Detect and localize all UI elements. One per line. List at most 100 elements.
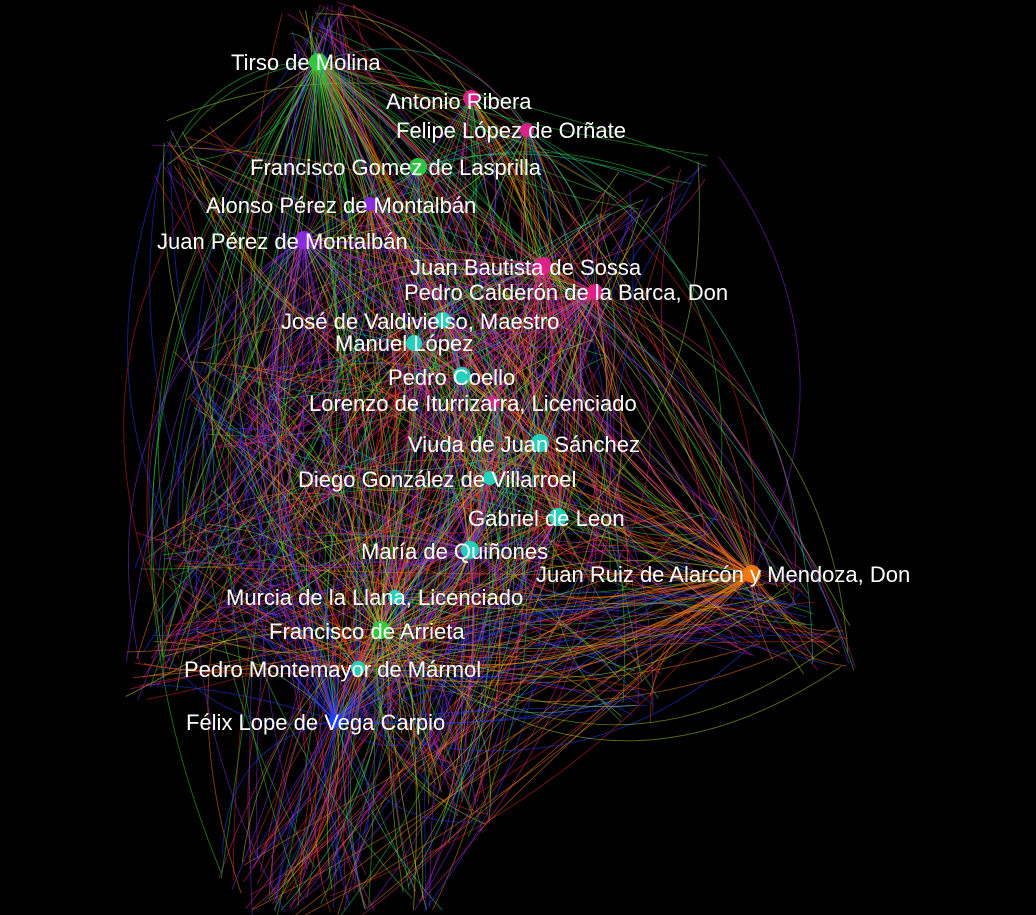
graph-edge	[594, 291, 856, 668]
graph-edge	[271, 239, 305, 513]
graph-edge	[330, 573, 753, 897]
graph-node-manuel[interactable]	[406, 335, 422, 351]
graph-node-alarcon[interactable]	[743, 565, 761, 583]
graph-edge	[264, 720, 337, 903]
graph-node-orinate[interactable]	[520, 123, 534, 137]
graph-node-gabriel[interactable]	[549, 508, 567, 526]
graph-edge	[167, 61, 319, 165]
graph-edge	[148, 239, 305, 567]
graph-edge	[357, 667, 453, 790]
graph-edge	[594, 291, 796, 605]
graph-node-sossa[interactable]	[534, 257, 552, 275]
graph-edge	[335, 720, 478, 823]
graph-edge	[276, 291, 596, 532]
graph-edge	[270, 532, 337, 722]
node-label-iturrizarra: Lorenzo de Iturrizarra, Licenciado	[309, 391, 637, 416]
graph-edge	[380, 629, 842, 742]
graph-edge	[432, 549, 485, 745]
graph-edge	[195, 156, 753, 575]
node-label-lope: Félix Lope de Vega Carpio	[186, 710, 445, 735]
graph-node-viuda[interactable]	[531, 434, 549, 452]
graph-edge	[335, 165, 700, 722]
graph-edge	[469, 549, 795, 631]
graph-node-lope[interactable]	[329, 714, 343, 728]
graph-edge	[166, 141, 753, 575]
node-label-manuel: Manuel López	[335, 331, 473, 356]
graph-edge	[229, 430, 359, 669]
graph-edge	[246, 581, 359, 669]
graph-edge	[595, 193, 753, 575]
graph-edge	[236, 363, 559, 518]
graph-edge	[751, 573, 848, 667]
graph-node-juanperez[interactable]	[295, 231, 313, 249]
graph-edge	[340, 11, 596, 293]
graph-edge	[357, 571, 783, 669]
graph-edge	[178, 164, 359, 669]
graph-edge	[285, 629, 385, 876]
graph-edge	[469, 97, 544, 267]
graph-edge	[317, 61, 517, 759]
node-label-tirso: Tirso de Molina	[231, 50, 381, 75]
node-label-orinate: Felipe López de Orñate	[396, 118, 626, 143]
graph-node-valdivielso[interactable]	[435, 312, 451, 328]
graph-edge	[515, 516, 559, 619]
graph-edge	[442, 319, 752, 633]
graph-edge	[146, 61, 319, 668]
graph-edge	[458, 375, 639, 704]
graph-node-quinones[interactable]	[461, 541, 479, 559]
graph-edge	[542, 191, 606, 267]
node-label-viuda: Viuda de Juan Sánchez	[408, 432, 640, 457]
graph-edge	[357, 667, 473, 812]
graph-edge	[335, 553, 600, 722]
graph-edge	[296, 532, 382, 631]
graph-node-tirso[interactable]	[309, 53, 327, 71]
graph-edge	[380, 161, 700, 631]
graph-node-arrieta[interactable]	[372, 621, 390, 639]
node-label-arrieta: Francisco de Arrieta	[269, 619, 465, 644]
graph-edge	[751, 573, 774, 661]
node-label-lasprilla: Francisco Gomez de Lasprilla	[250, 155, 542, 180]
graph-edge	[326, 629, 382, 890]
graph-edge	[317, 61, 617, 199]
graph-edge	[256, 203, 371, 857]
graph-edge	[458, 265, 557, 775]
graph-edge	[162, 319, 444, 556]
node-label-gabriel: Gabriel de Leon	[468, 506, 625, 531]
graph-edge	[206, 523, 382, 631]
graph-edge	[123, 61, 319, 660]
graph-edge	[337, 573, 753, 915]
graph-edge	[204, 382, 337, 722]
graph-node-alonso[interactable]	[363, 197, 377, 211]
graph-edge	[493, 401, 696, 532]
graph-edge	[151, 61, 319, 657]
graph-node-villarroel[interactable]	[483, 471, 497, 485]
graph-edge	[127, 130, 337, 722]
graph-node-murcia[interactable]	[388, 590, 402, 604]
graph-edge	[243, 291, 596, 426]
graph-edge	[380, 629, 841, 726]
graph-node-calderon[interactable]	[587, 284, 603, 300]
graph-edge	[157, 440, 541, 613]
graph-edge	[163, 628, 382, 657]
graph-edge	[291, 31, 471, 551]
graph-node-iturrizarra[interactable]	[488, 396, 500, 408]
graph-edge	[149, 61, 319, 688]
node-label-alarcon: Juan Ruiz de Alarcón y Mendoza, Don	[536, 562, 910, 587]
graph-edge	[183, 61, 319, 138]
graph-edge	[303, 239, 654, 714]
graph-edge	[165, 620, 359, 669]
graph-edge	[274, 720, 337, 913]
graph-edge	[164, 653, 337, 725]
graph-edge	[181, 131, 382, 631]
graph-edge	[222, 720, 337, 855]
graph-edge	[259, 549, 471, 620]
graph-edge	[335, 704, 630, 724]
graph-node-montemayor[interactable]	[351, 661, 365, 675]
graph-edge	[335, 667, 368, 910]
graph-edge	[244, 573, 753, 866]
graph-edge	[189, 265, 544, 657]
graph-node-coello[interactable]	[453, 367, 471, 385]
graph-node-ribera[interactable]	[463, 90, 479, 106]
graph-node-lasprilla[interactable]	[409, 158, 427, 176]
